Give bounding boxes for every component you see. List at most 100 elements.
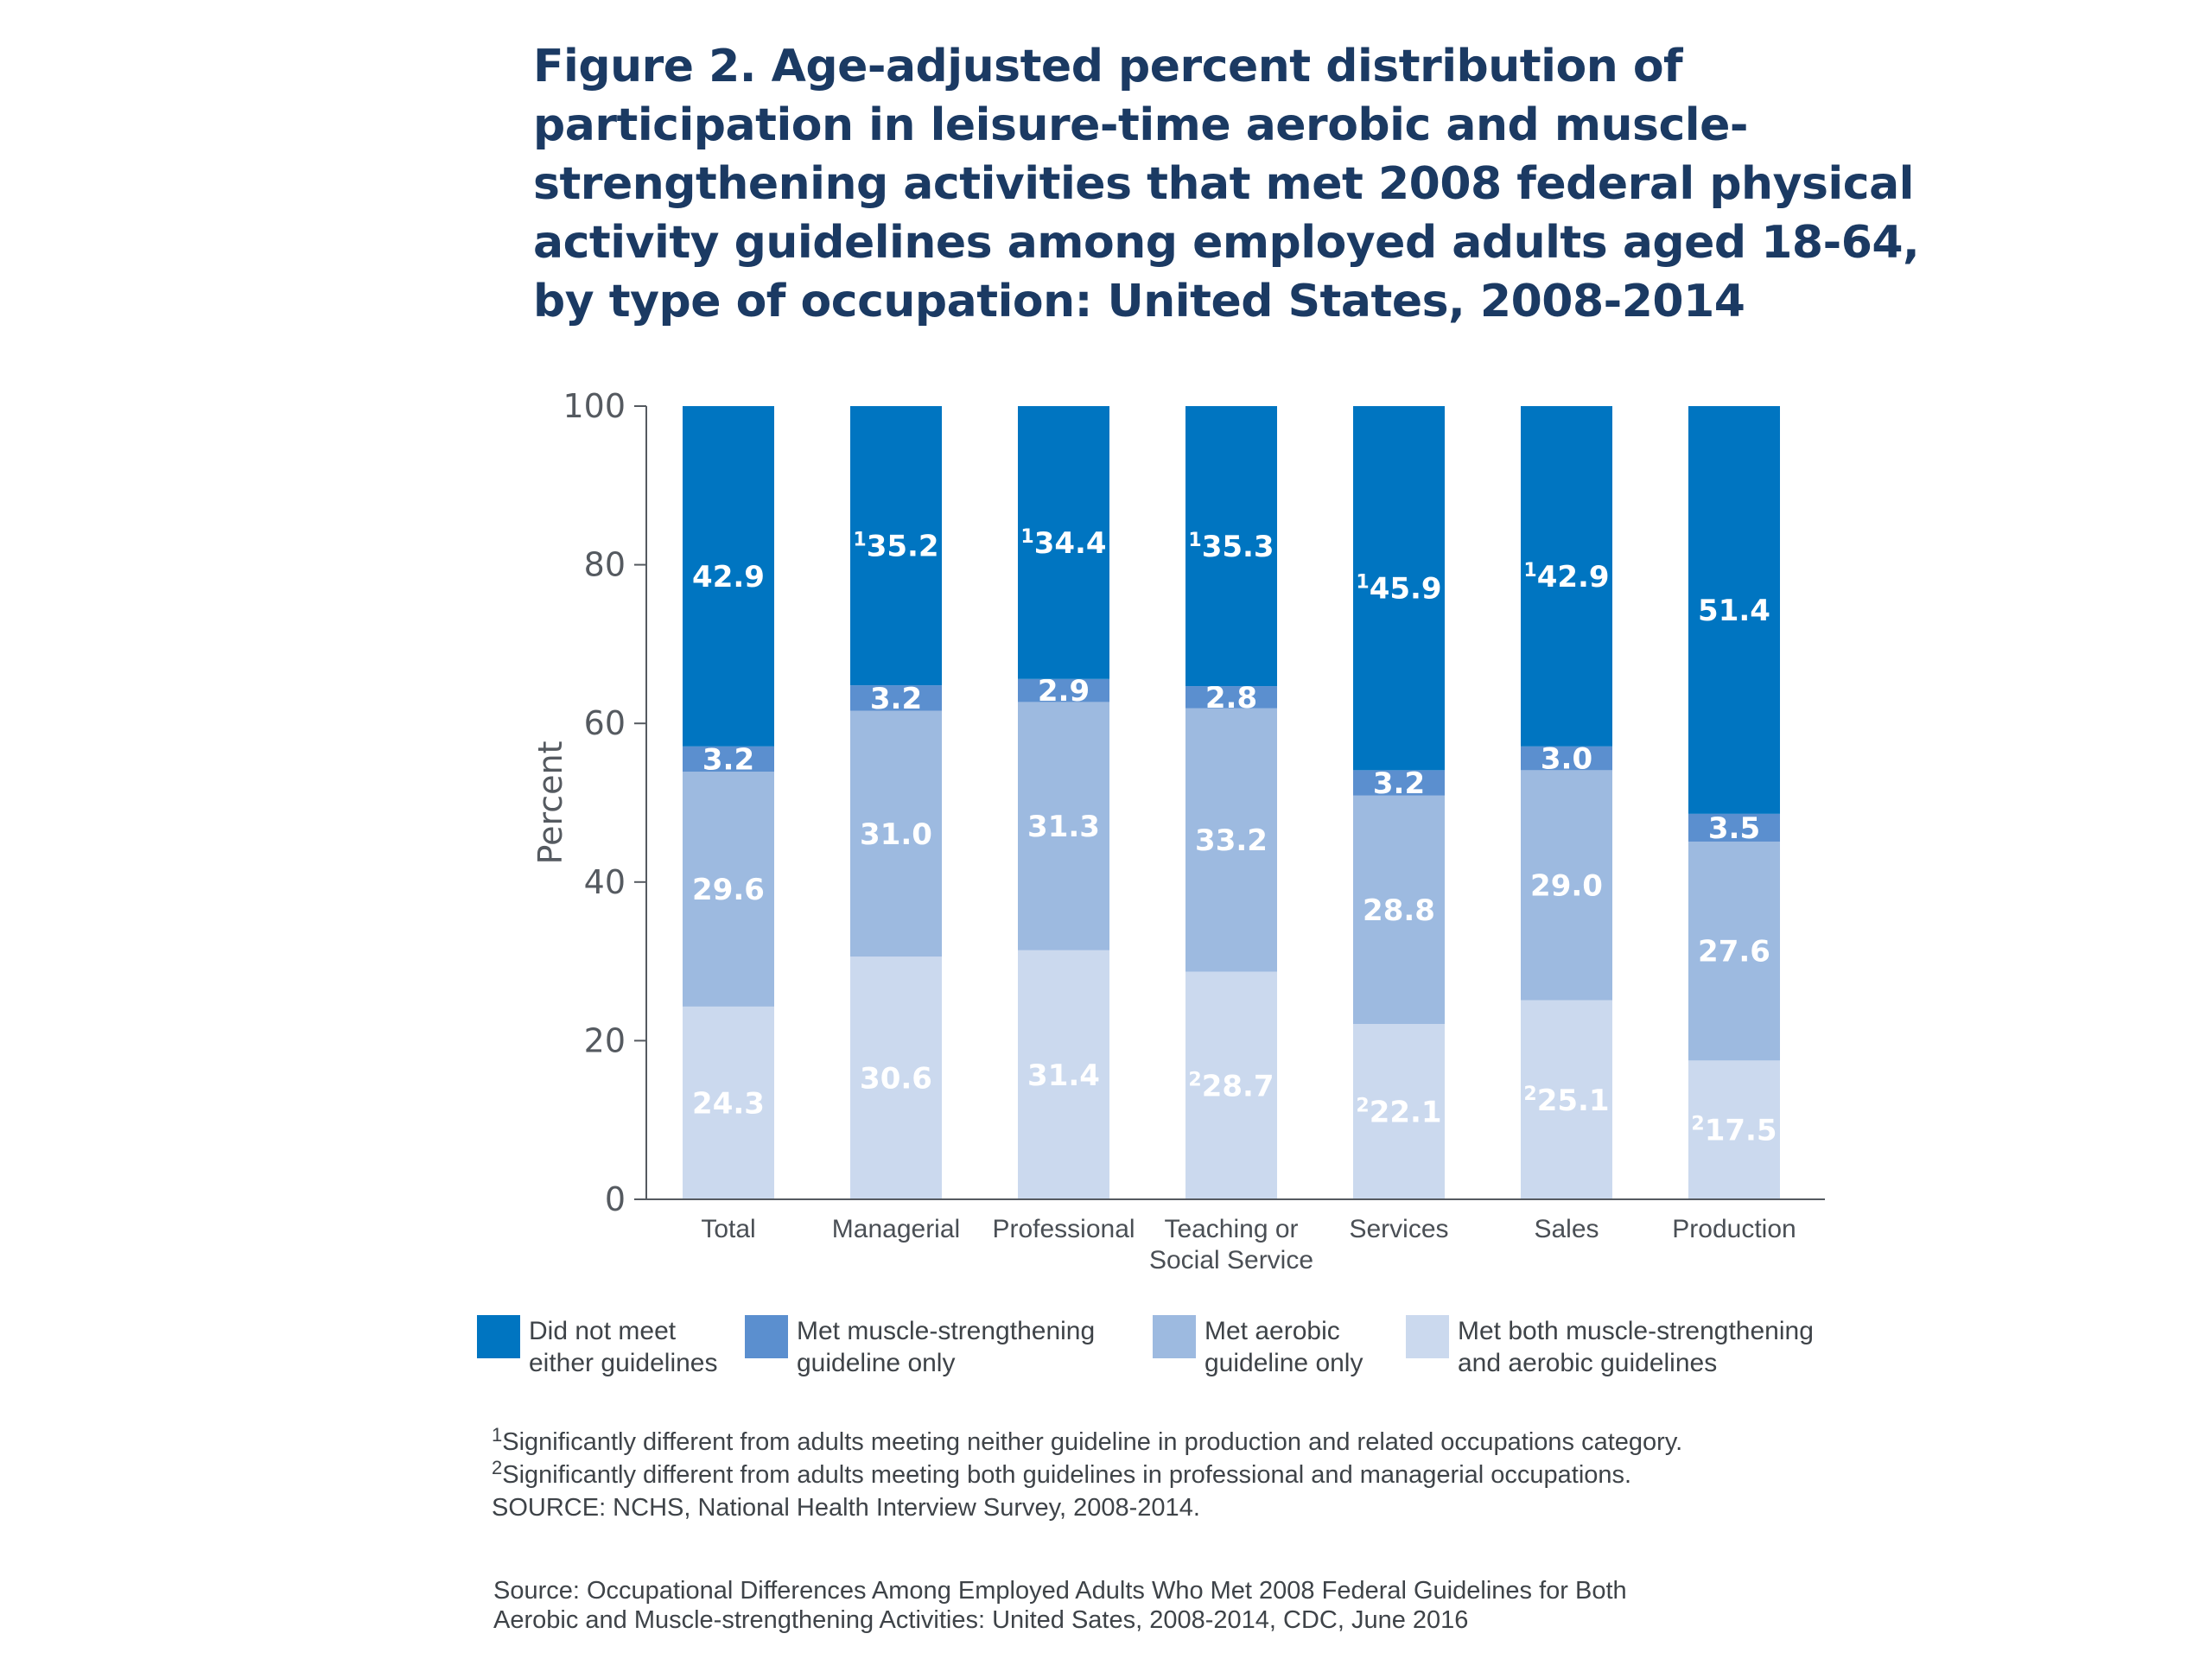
legend-label: Met both muscle-strengthening and aerobi… [1458, 1317, 1814, 1377]
y-axis-label: Percent [531, 741, 569, 865]
bar-segment [1185, 406, 1277, 687]
y-tick-label: 20 [584, 1021, 626, 1059]
legend-swatch [1153, 1315, 1196, 1358]
title-line: strengthening activities that met 2008 f… [533, 158, 1914, 210]
data-label: 30.6 [860, 1062, 932, 1096]
data-label: 142.9 [1523, 560, 1609, 594]
footnote-1: 1Significantly different from adults mee… [492, 1426, 1961, 1459]
source-line: Source: Occupational Differences Among E… [493, 1577, 1627, 1605]
bar-segment [1521, 406, 1612, 747]
source-note-text: SOURCE: NCHS, National Health Interview … [492, 1494, 1200, 1522]
bar-segment [1521, 746, 1612, 771]
data-label: 217.5 [1691, 1114, 1777, 1148]
legend: Did not meet either guidelines Met muscle… [477, 1315, 1877, 1393]
data-label: 3.2 [1373, 766, 1425, 801]
y-tick-label: 100 [563, 387, 626, 425]
y-tick-label: 0 [605, 1180, 626, 1218]
data-label: 29.0 [1530, 868, 1603, 903]
bar-segment [1521, 770, 1612, 1001]
legend-label: Did not meet either guidelines [529, 1317, 718, 1377]
bar-segment [850, 710, 942, 957]
bar-segment [1353, 1024, 1445, 1199]
bar-segment [1185, 708, 1277, 972]
data-label: 28.8 [1363, 893, 1435, 928]
bar-segment [1185, 686, 1277, 709]
footnote-mark: 2 [492, 1457, 503, 1478]
data-label: 3.0 [1541, 742, 1592, 777]
legend-swatch [1406, 1315, 1449, 1358]
data-label: 3.2 [702, 743, 754, 778]
title-line: by type of occupation: United States, 20… [533, 276, 1745, 327]
category-label: Managerial [832, 1215, 960, 1243]
category-label: Teaching or Social Service [1149, 1215, 1313, 1274]
category-label: Sales [1534, 1215, 1599, 1243]
footnote-mark: 1 [492, 1424, 503, 1446]
stacked-bar-chart: 24.3 29.6 3.2 42.9 Total 30.6 31.0 3.2 135.2 Mana… [531, 387, 1825, 1274]
y-tick-label: 80 [584, 546, 626, 584]
bar-segment [1018, 678, 1109, 702]
bar-segment [1185, 971, 1277, 1199]
source-line: Aerobic and Muscle-strengthening Activit… [493, 1606, 1469, 1634]
legend-item: Met aerobic guideline only [1153, 1315, 1363, 1379]
chart-title: Figure 2. Age-adjusted percent distribut… [533, 37, 1920, 331]
y-tick-label: 40 [584, 863, 626, 901]
data-label: 145.9 [1356, 572, 1441, 607]
bar-segment [1018, 702, 1109, 950]
data-label: 31.3 [1027, 810, 1100, 844]
title-line: activity guidelines among employed adult… [533, 217, 1920, 269]
category-label: Services [1349, 1215, 1448, 1243]
legend-item: Did not meet either guidelines [477, 1315, 717, 1379]
category-label: Professional [992, 1215, 1135, 1243]
bar-segment [1688, 813, 1780, 842]
data-label: 51.4 [1698, 594, 1770, 628]
legend-swatch [745, 1315, 788, 1358]
source-note: SOURCE: NCHS, National Health Interview … [492, 1491, 1961, 1524]
data-label: 3.5 [1708, 811, 1760, 846]
legend-item: Met muscle-strengthening guideline only [745, 1315, 1095, 1379]
data-label: 33.2 [1195, 823, 1268, 858]
data-label: 42.9 [692, 560, 765, 594]
bar-segment [683, 772, 774, 1007]
bar-segment [850, 406, 942, 686]
data-label: 228.7 [1188, 1069, 1274, 1103]
footnotes: 1Significantly different from adults mee… [492, 1426, 1961, 1524]
data-label: 134.4 [1020, 526, 1106, 561]
legend-swatch [477, 1315, 520, 1358]
bar-segment [1018, 950, 1109, 1199]
data-label: 222.1 [1356, 1096, 1441, 1130]
category-label: Total [701, 1215, 755, 1243]
y-tick-label: 60 [584, 704, 626, 742]
footnote-2: 2Significantly different from adults mee… [492, 1459, 1961, 1491]
bar-segment [1353, 795, 1445, 1025]
bar-segment [1353, 406, 1445, 771]
bar-segment [1688, 1060, 1780, 1199]
bar-segment [683, 406, 774, 747]
data-label: 31.4 [1027, 1058, 1100, 1093]
data-label: 29.6 [692, 873, 765, 907]
title-line: participation in leisure-time aerobic an… [533, 99, 1748, 151]
bar-segment [1688, 841, 1780, 1061]
data-label: 2.8 [1205, 681, 1257, 715]
source-citation: Source: Occupational Differences Among E… [493, 1576, 1962, 1635]
bar-segment [1688, 406, 1780, 814]
data-label: 31.0 [860, 817, 932, 852]
data-label: 135.3 [1188, 530, 1274, 564]
bar-segment [683, 1006, 774, 1199]
bar-segment [1018, 406, 1109, 679]
data-label: 27.6 [1698, 935, 1770, 969]
bar-segment [1521, 1000, 1612, 1199]
legend-item: Met both muscle-strengthening and aerobi… [1406, 1315, 1814, 1379]
bar-segment [850, 957, 942, 1199]
data-label: 2.9 [1038, 674, 1090, 709]
legend-label: Met muscle-strengthening guideline only [797, 1317, 1096, 1377]
bar-segment [850, 685, 942, 711]
category-label: Production [1672, 1215, 1796, 1243]
footnote-text: Significantly different from adults meet… [502, 1461, 1632, 1489]
data-label: 135.2 [853, 530, 938, 564]
legend-label: Met aerobic guideline only [1205, 1317, 1363, 1377]
data-label: 225.1 [1523, 1084, 1609, 1118]
data-label: 24.3 [692, 1086, 765, 1121]
bar-segment [1353, 770, 1445, 796]
footnote-text: Significantly different from adults meet… [502, 1428, 1683, 1456]
data-label: 3.2 [870, 682, 922, 716]
